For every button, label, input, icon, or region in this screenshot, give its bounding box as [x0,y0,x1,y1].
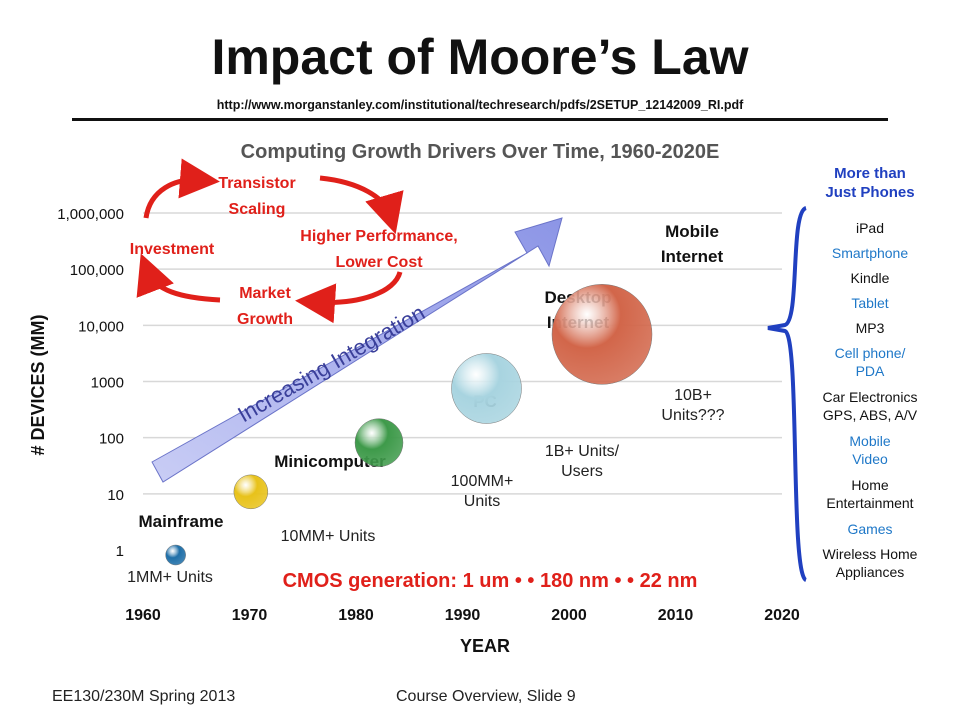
x-tick-label: 1960 [125,607,161,624]
point-units-label: 1B+ Units/Users [545,443,620,480]
data-point [551,284,653,385]
x-tick-label: 2000 [551,607,587,624]
point-name-label: Mainframe [138,512,223,531]
chart-title: Computing Growth Drivers Over Time, 1960… [241,141,720,163]
y-axis-label: # DEVICES (MM) [28,314,48,455]
x-tick-label: 2010 [658,607,694,624]
y-tick-label: 1000 [91,375,124,392]
data-point [354,418,404,467]
cycle-label: Investment [130,241,215,258]
side-panel-item: Smartphone [832,245,908,261]
side-panel-item: Games [847,521,892,537]
title-divider [72,118,888,121]
data-points: Mainframe 1MM+ Units Minicomputer 10MM+ Uni… [127,222,725,586]
cycle-label: Transistor Scaling [218,175,295,218]
y-tick-label: 10,000 [78,318,124,335]
slide-title: Impact of Moore’s Law [211,29,749,85]
x-tick-label: 1970 [232,607,268,624]
side-panel-item: iPad [856,220,884,236]
cmos-label: CMOS generation: 1 um • • 180 nm • • 22 … [283,570,698,592]
side-panel-item: Car Electronics GPS, ABS, A/V [823,389,918,423]
data-point [451,353,522,424]
y-tick-label: 1 [116,543,124,560]
side-panel-item: Wireless Home Appliances [823,546,918,580]
x-tick-label: 1980 [338,607,374,624]
y-tick-label: 1,000,000 [57,206,124,223]
cycle-label: Higher Performance, Lower Cost [300,228,457,271]
side-panel-item: Tablet [851,295,888,311]
side-panel-item: MP3 [856,320,885,336]
data-point [165,544,186,566]
y-tick-label: 10 [107,487,124,504]
point-name-label: Minicomputer [274,452,386,471]
y-tick-label: 100 [99,431,124,448]
cycle-label: Market Growth [237,285,293,328]
side-panel-item: Kindle [851,270,890,286]
data-point [233,474,269,510]
side-panel-heading: More than Just Phones [825,165,914,201]
x-axis-label: YEAR [460,636,510,656]
y-tick-labels: 1 10 100 1000 10,000 100,000 1,000,000 [57,206,124,560]
point-units-label: 100MM+ Units [451,473,514,510]
point-units-label: 10MM+ Units [281,528,376,545]
x-tick-labels: 1960 1970 1980 1990 2000 2010 2020 [125,607,800,624]
point-units-label: 10B+ Units??? [661,387,724,424]
source-url: http://www.morganstanley.com/institution… [216,98,744,112]
side-panel-item: Home Entertainment [826,477,913,511]
x-tick-label: 2020 [764,607,800,624]
x-tick-label: 1990 [445,607,481,624]
footer-slide: Course Overview, Slide 9 [396,688,576,705]
point-units-label: 1MM+ Units [127,569,213,586]
point-name-label: Mobile Internet [661,222,724,266]
side-panel: More than Just Phones iPad Smartphone Kindle… [767,165,918,582]
footer-course: EE130/230M Spring 2013 [52,688,236,705]
y-tick-label: 100,000 [70,262,124,279]
side-panel-item: Mobile Video [849,433,890,467]
side-panel-item: Cell phone/PDA [835,345,906,379]
